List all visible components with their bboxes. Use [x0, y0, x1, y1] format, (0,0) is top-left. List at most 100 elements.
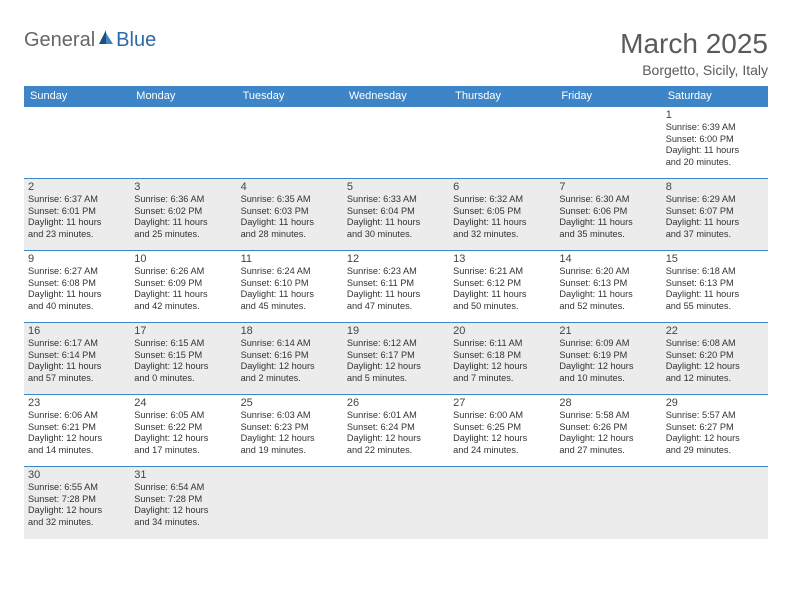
calendar-cell: 10Sunrise: 6:26 AMSunset: 6:09 PMDayligh… [130, 251, 236, 323]
calendar-cell: 11Sunrise: 6:24 AMSunset: 6:10 PMDayligh… [237, 251, 343, 323]
calendar-cell: 20Sunrise: 6:11 AMSunset: 6:18 PMDayligh… [449, 323, 555, 395]
calendar-week-row: 23Sunrise: 6:06 AMSunset: 6:21 PMDayligh… [24, 395, 768, 467]
day-number: 5 [347, 181, 445, 193]
day-number: 27 [453, 397, 551, 409]
calendar-cell: 13Sunrise: 6:21 AMSunset: 6:12 PMDayligh… [449, 251, 555, 323]
page-subtitle: Borgetto, Sicily, Italy [620, 62, 768, 78]
day-info: Sunrise: 6:01 AMSunset: 6:24 PMDaylight:… [347, 410, 445, 456]
calendar-cell: 22Sunrise: 6:08 AMSunset: 6:20 PMDayligh… [662, 323, 768, 395]
calendar-cell [555, 107, 661, 179]
day-info: Sunrise: 6:00 AMSunset: 6:25 PMDaylight:… [453, 410, 551, 456]
calendar-cell: 12Sunrise: 6:23 AMSunset: 6:11 PMDayligh… [343, 251, 449, 323]
day-info: Sunrise: 6:24 AMSunset: 6:10 PMDaylight:… [241, 266, 339, 312]
calendar-week-row: 9Sunrise: 6:27 AMSunset: 6:08 PMDaylight… [24, 251, 768, 323]
calendar-cell: 24Sunrise: 6:05 AMSunset: 6:22 PMDayligh… [130, 395, 236, 467]
calendar-cell: 3Sunrise: 6:36 AMSunset: 6:02 PMDaylight… [130, 179, 236, 251]
day-info: Sunrise: 6:06 AMSunset: 6:21 PMDaylight:… [28, 410, 126, 456]
calendar-cell: 18Sunrise: 6:14 AMSunset: 6:16 PMDayligh… [237, 323, 343, 395]
day-number: 4 [241, 181, 339, 193]
day-info: Sunrise: 6:15 AMSunset: 6:15 PMDaylight:… [134, 338, 232, 384]
calendar-cell [662, 467, 768, 539]
calendar-cell: 4Sunrise: 6:35 AMSunset: 6:03 PMDaylight… [237, 179, 343, 251]
day-info: Sunrise: 6:18 AMSunset: 6:13 PMDaylight:… [666, 266, 764, 312]
col-thursday: Thursday [449, 86, 555, 107]
day-info: Sunrise: 6:11 AMSunset: 6:18 PMDaylight:… [453, 338, 551, 384]
day-info: Sunrise: 6:12 AMSunset: 6:17 PMDaylight:… [347, 338, 445, 384]
col-friday: Friday [555, 86, 661, 107]
day-number: 3 [134, 181, 232, 193]
day-info: Sunrise: 5:58 AMSunset: 6:26 PMDaylight:… [559, 410, 657, 456]
calendar-cell: 30Sunrise: 6:55 AMSunset: 7:28 PMDayligh… [24, 467, 130, 539]
day-number: 2 [28, 181, 126, 193]
day-number: 9 [28, 253, 126, 265]
day-number: 16 [28, 325, 126, 337]
brand-part2: Blue [116, 29, 156, 52]
calendar-cell [130, 107, 236, 179]
page-header: General Blue March 2025 Borgetto, Sicily… [24, 28, 768, 78]
calendar-cell: 8Sunrise: 6:29 AMSunset: 6:07 PMDaylight… [662, 179, 768, 251]
day-number: 20 [453, 325, 551, 337]
day-info: Sunrise: 6:05 AMSunset: 6:22 PMDaylight:… [134, 410, 232, 456]
calendar-cell: 27Sunrise: 6:00 AMSunset: 6:25 PMDayligh… [449, 395, 555, 467]
col-monday: Monday [130, 86, 236, 107]
calendar-cell: 26Sunrise: 6:01 AMSunset: 6:24 PMDayligh… [343, 395, 449, 467]
day-info: Sunrise: 6:26 AMSunset: 6:09 PMDaylight:… [134, 266, 232, 312]
day-number: 29 [666, 397, 764, 409]
day-number: 23 [28, 397, 126, 409]
calendar-week-row: 2Sunrise: 6:37 AMSunset: 6:01 PMDaylight… [24, 179, 768, 251]
calendar-header-row: Sunday Monday Tuesday Wednesday Thursday… [24, 86, 768, 107]
calendar-week-row: 16Sunrise: 6:17 AMSunset: 6:14 PMDayligh… [24, 323, 768, 395]
calendar-cell: 16Sunrise: 6:17 AMSunset: 6:14 PMDayligh… [24, 323, 130, 395]
day-number: 7 [559, 181, 657, 193]
calendar-cell [449, 107, 555, 179]
day-info: Sunrise: 6:09 AMSunset: 6:19 PMDaylight:… [559, 338, 657, 384]
day-number: 1 [666, 109, 764, 121]
calendar-cell: 29Sunrise: 5:57 AMSunset: 6:27 PMDayligh… [662, 395, 768, 467]
day-number: 26 [347, 397, 445, 409]
day-info: Sunrise: 6:29 AMSunset: 6:07 PMDaylight:… [666, 194, 764, 240]
col-tuesday: Tuesday [237, 86, 343, 107]
calendar-cell [24, 107, 130, 179]
calendar-week-row: 30Sunrise: 6:55 AMSunset: 7:28 PMDayligh… [24, 467, 768, 539]
calendar-cell: 5Sunrise: 6:33 AMSunset: 6:04 PMDaylight… [343, 179, 449, 251]
day-number: 18 [241, 325, 339, 337]
day-number: 24 [134, 397, 232, 409]
day-number: 15 [666, 253, 764, 265]
calendar-cell: 23Sunrise: 6:06 AMSunset: 6:21 PMDayligh… [24, 395, 130, 467]
day-info: Sunrise: 6:30 AMSunset: 6:06 PMDaylight:… [559, 194, 657, 240]
day-number: 25 [241, 397, 339, 409]
day-info: Sunrise: 5:57 AMSunset: 6:27 PMDaylight:… [666, 410, 764, 456]
title-block: March 2025 Borgetto, Sicily, Italy [620, 28, 768, 78]
calendar-cell: 28Sunrise: 5:58 AMSunset: 6:26 PMDayligh… [555, 395, 661, 467]
day-number: 22 [666, 325, 764, 337]
day-number: 11 [241, 253, 339, 265]
calendar-week-row: 1Sunrise: 6:39 AMSunset: 6:00 PMDaylight… [24, 107, 768, 179]
calendar-cell: 21Sunrise: 6:09 AMSunset: 6:19 PMDayligh… [555, 323, 661, 395]
calendar-cell: 31Sunrise: 6:54 AMSunset: 7:28 PMDayligh… [130, 467, 236, 539]
day-number: 14 [559, 253, 657, 265]
calendar-cell: 2Sunrise: 6:37 AMSunset: 6:01 PMDaylight… [24, 179, 130, 251]
day-number: 31 [134, 469, 232, 481]
col-wednesday: Wednesday [343, 86, 449, 107]
col-saturday: Saturday [662, 86, 768, 107]
day-info: Sunrise: 6:55 AMSunset: 7:28 PMDaylight:… [28, 482, 126, 528]
day-info: Sunrise: 6:23 AMSunset: 6:11 PMDaylight:… [347, 266, 445, 312]
calendar-cell: 14Sunrise: 6:20 AMSunset: 6:13 PMDayligh… [555, 251, 661, 323]
day-info: Sunrise: 6:21 AMSunset: 6:12 PMDaylight:… [453, 266, 551, 312]
day-info: Sunrise: 6:03 AMSunset: 6:23 PMDaylight:… [241, 410, 339, 456]
day-info: Sunrise: 6:08 AMSunset: 6:20 PMDaylight:… [666, 338, 764, 384]
calendar-cell: 19Sunrise: 6:12 AMSunset: 6:17 PMDayligh… [343, 323, 449, 395]
day-number: 6 [453, 181, 551, 193]
day-info: Sunrise: 6:37 AMSunset: 6:01 PMDaylight:… [28, 194, 126, 240]
calendar-cell: 1Sunrise: 6:39 AMSunset: 6:00 PMDaylight… [662, 107, 768, 179]
day-info: Sunrise: 6:32 AMSunset: 6:05 PMDaylight:… [453, 194, 551, 240]
calendar-cell: 15Sunrise: 6:18 AMSunset: 6:13 PMDayligh… [662, 251, 768, 323]
day-number: 10 [134, 253, 232, 265]
day-info: Sunrise: 6:14 AMSunset: 6:16 PMDaylight:… [241, 338, 339, 384]
calendar-cell: 25Sunrise: 6:03 AMSunset: 6:23 PMDayligh… [237, 395, 343, 467]
calendar-cell: 6Sunrise: 6:32 AMSunset: 6:05 PMDaylight… [449, 179, 555, 251]
brand-part1: General [24, 29, 95, 52]
calendar-table: Sunday Monday Tuesday Wednesday Thursday… [24, 86, 768, 539]
day-number: 8 [666, 181, 764, 193]
day-number: 21 [559, 325, 657, 337]
